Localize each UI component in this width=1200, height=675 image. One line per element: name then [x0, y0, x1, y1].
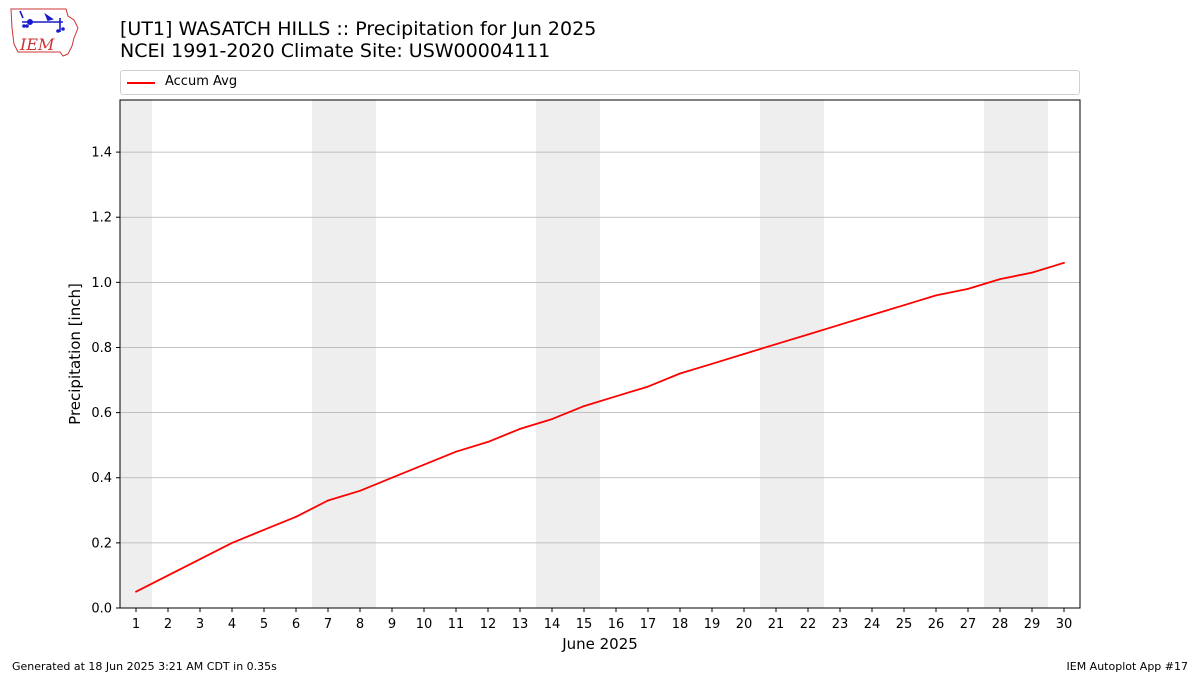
x-tick-label: 20: [736, 617, 753, 632]
x-tick-label: 16: [608, 617, 625, 632]
x-tick-label: 21: [768, 617, 785, 632]
x-tick-label: 22: [800, 617, 817, 632]
x-tick-label: 25: [896, 617, 913, 632]
x-tick-label: 27: [960, 617, 977, 632]
plot-area-frame: [119, 99, 1081, 609]
data-point-day-3: [199, 558, 201, 561]
x-tick-label: 12: [480, 617, 497, 632]
legend-label-accum-avg: Accum Avg: [165, 74, 238, 89]
chart-title: [UT1] WASATCH HILLS :: Precipitation for…: [120, 18, 597, 40]
y-tick-label: 1.4: [91, 146, 112, 161]
data-point-day-14: [551, 418, 553, 421]
weekend-band-2: [312, 100, 376, 608]
x-tick-label: 6: [292, 617, 300, 632]
legend: Accum Avg: [120, 70, 1080, 95]
iowa-outline-icon: [10, 8, 79, 57]
data-point-day-11: [455, 450, 457, 453]
x-tick-label: 10: [416, 617, 433, 632]
data-point-day-30: [1063, 261, 1065, 264]
weekend-bands: [120, 100, 1048, 608]
data-point-day-21: [775, 343, 777, 346]
data-point-day-19: [711, 362, 713, 365]
x-tick-label: 29: [1024, 617, 1041, 632]
legend-swatch-accum-avg: [127, 82, 155, 84]
x-tick-label: 14: [544, 617, 561, 632]
y-tick-label: 0.4: [91, 471, 112, 486]
data-point-day-29: [1031, 271, 1033, 274]
x-tick-label: 23: [832, 617, 849, 632]
y-tick-label: 0.0: [91, 602, 112, 617]
y-tick-label: 1.2: [91, 211, 112, 226]
weekend-band-1: [120, 100, 152, 608]
x-tick-label: 4: [228, 617, 236, 632]
x-tick-label: 5: [260, 617, 268, 632]
data-point-day-20: [743, 353, 745, 355]
data-point-day-6: [295, 515, 297, 518]
weather-station-icon: [19, 10, 65, 33]
series-layer: [135, 261, 1065, 593]
x-tick-label: 3: [196, 617, 204, 632]
x-tick-label: 2: [164, 617, 172, 632]
x-tick-label: 30: [1056, 617, 1073, 632]
data-point-day-13: [519, 427, 521, 430]
y-tick-label: 0.2: [91, 536, 112, 551]
weekend-band-5: [984, 100, 1048, 608]
data-point-day-22: [807, 333, 809, 336]
y-tick-label: 1.0: [91, 276, 112, 291]
data-point-day-25: [903, 304, 905, 307]
generated-timestamp: Generated at 18 Jun 2025 3:21 AM CDT in …: [12, 660, 277, 673]
data-point-day-27: [967, 287, 969, 290]
x-tick-label: 1: [132, 617, 140, 632]
x-tick-label: 18: [672, 617, 689, 632]
data-point-day-24: [871, 314, 873, 316]
data-point-day-7: [327, 499, 329, 502]
x-tick-label: 17: [640, 617, 657, 632]
x-tick-label: 13: [512, 617, 529, 632]
app-label: IEM Autoplot App #17: [1066, 660, 1189, 673]
data-point-day-15: [583, 405, 585, 408]
x-tick-label: 15: [576, 617, 593, 632]
x-tick-label: 9: [388, 617, 396, 632]
weekend-band-3: [536, 100, 600, 608]
weekend-band-4: [760, 100, 824, 608]
data-point-day-12: [487, 441, 489, 443]
iem-logo: IEM: [10, 8, 79, 57]
x-axis-label: June 2025: [561, 635, 638, 653]
series-line-accum-avg: [135, 261, 1065, 593]
x-tick-label: 24: [864, 617, 881, 632]
x-tick-label: 28: [992, 617, 1009, 632]
data-point-day-2: [167, 574, 169, 577]
chart-subtitle: NCEI 1991-2020 Climate Site: USW00004111: [120, 40, 551, 62]
data-point-day-26: [935, 294, 937, 297]
x-tick-label: 19: [704, 617, 721, 632]
data-point-day-4: [231, 541, 233, 544]
data-point-day-9: [391, 476, 393, 479]
y-tick-label: 0.8: [91, 341, 112, 356]
grid-lines: [120, 151, 1080, 609]
x-tick-label: 8: [356, 617, 364, 632]
x-axis: 1 2 3 4 5 6 7 8 9 10 11 12 13 14 15 16 17 18 19 20 21 22 23 24 2…: [132, 608, 1072, 632]
data-point-day-17: [647, 385, 649, 388]
data-point-day-23: [839, 323, 841, 326]
y-axis-label: Precipitation [inch]: [66, 283, 84, 425]
y-axis: 0.0 0.2 0.4 0.6 0.8 1.0 1.2 1.4: [91, 146, 120, 617]
data-point-day-28: [999, 278, 1001, 281]
x-tick-label: 26: [928, 617, 945, 632]
data-point-day-1: [135, 590, 137, 593]
data-point-day-18: [679, 372, 681, 375]
logo-text: IEM: [19, 35, 55, 54]
y-tick-label: 0.6: [91, 406, 112, 421]
data-point-day-8: [359, 489, 361, 492]
data-point-day-5: [263, 528, 265, 531]
x-tick-label: 11: [448, 617, 465, 632]
data-point-day-16: [615, 395, 617, 398]
data-point-day-10: [423, 463, 425, 466]
x-tick-label: 7: [324, 617, 332, 632]
